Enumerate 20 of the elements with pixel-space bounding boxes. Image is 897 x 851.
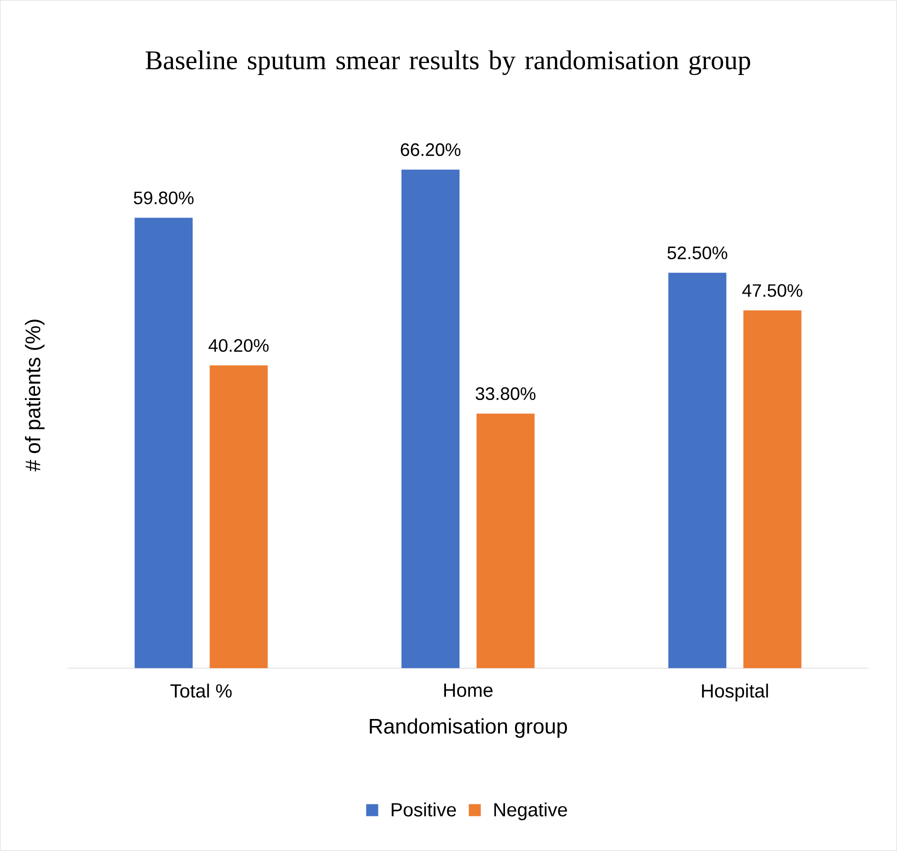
bar [743, 310, 802, 668]
data-label: 59.80% [134, 192, 194, 204]
x-tick-label: Hospital [702, 684, 768, 702]
legend-label: Negative [494, 802, 567, 820]
data-label: 47.50% [742, 284, 802, 297]
x-axis-title: Randomisation group [370, 718, 567, 738]
y-axis-title: # of patients (%) [24, 320, 45, 472]
x-tick-label: Total % [170, 684, 232, 698]
data-label: 40.20% [208, 339, 269, 352]
data-label: 33.80% [476, 387, 536, 400]
data-label: 52.50% [668, 246, 728, 260]
bar [476, 414, 535, 668]
data-label: 66.20% [400, 143, 460, 156]
bar [210, 365, 268, 668]
x-tick-label: Home [444, 684, 493, 697]
bar [401, 170, 460, 668]
bar [668, 272, 726, 668]
chart-title: Baseline sputum smear results by randomisation group [146, 50, 750, 76]
bar [134, 218, 193, 668]
legend-label: Positive [392, 802, 456, 817]
